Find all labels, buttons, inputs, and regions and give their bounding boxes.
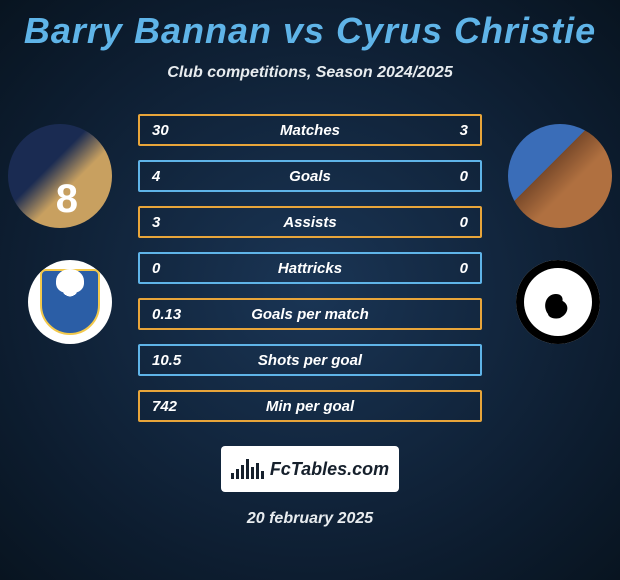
- stat-row: 0Hattricks0: [138, 252, 482, 284]
- stat-left-value: 4: [152, 168, 160, 185]
- stat-row: 3Assists0: [138, 206, 482, 238]
- stat-left-value: 0.13: [152, 306, 181, 323]
- player-left-avatar: 8: [8, 124, 112, 228]
- stat-row: 0.13Goals per match: [138, 298, 482, 330]
- player-left-number: 8: [56, 177, 78, 222]
- stat-left-value: 10.5: [152, 352, 181, 369]
- stat-row: 30Matches3: [138, 114, 482, 146]
- brand-text: FcTables.com: [270, 459, 389, 480]
- bars-icon: [231, 459, 264, 479]
- stat-label: Shots per goal: [140, 352, 480, 369]
- player-right-avatar: [508, 124, 612, 228]
- stat-row: 10.5Shots per goal: [138, 344, 482, 376]
- stat-right-value: 0: [460, 168, 468, 185]
- stat-left-value: 30: [152, 122, 169, 139]
- stat-row: 742Min per goal: [138, 390, 482, 422]
- stat-left-value: 0: [152, 260, 160, 277]
- stat-label: Assists: [140, 214, 480, 231]
- club-right-badge: [516, 260, 600, 344]
- stat-left-value: 3: [152, 214, 160, 231]
- page-title: Barry Bannan vs Cyrus Christie: [0, 0, 620, 52]
- stat-label: Goals: [140, 168, 480, 185]
- stats-container: 30Matches34Goals03Assists00Hattricks00.1…: [138, 114, 482, 422]
- stat-label: Hattricks: [140, 260, 480, 277]
- subtitle: Club competitions, Season 2024/2025: [0, 64, 620, 82]
- owl-crest-icon: [40, 269, 100, 335]
- club-left-badge: [28, 260, 112, 344]
- brand-badge: FcTables.com: [221, 446, 399, 492]
- swan-icon: [542, 286, 576, 320]
- stat-right-value: 0: [460, 260, 468, 277]
- stat-right-value: 3: [460, 122, 468, 139]
- stat-row: 4Goals0: [138, 160, 482, 192]
- stat-right-value: 0: [460, 214, 468, 231]
- stat-label: Goals per match: [140, 306, 480, 323]
- stat-label: Matches: [140, 122, 480, 139]
- stat-label: Min per goal: [140, 398, 480, 415]
- date-text: 20 february 2025: [0, 510, 620, 528]
- stat-left-value: 742: [152, 398, 177, 415]
